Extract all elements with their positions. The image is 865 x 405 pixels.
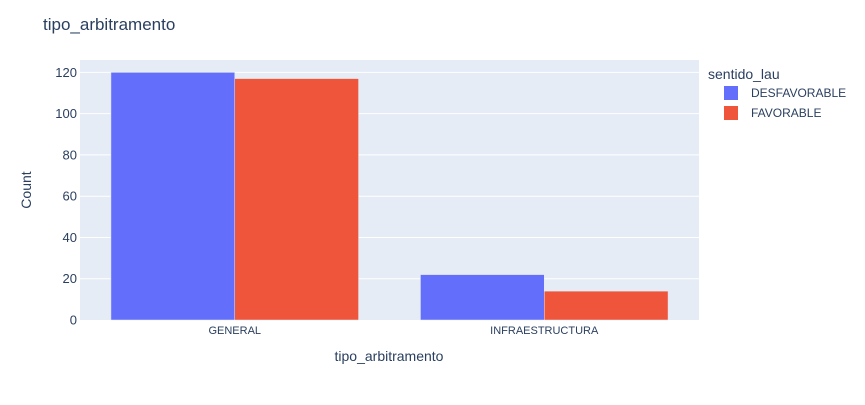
y-tick-label: 100	[55, 106, 77, 121]
x-tick-label: INFRAESTRUCTURA	[490, 325, 599, 337]
y-axis-title: Count	[18, 171, 34, 208]
y-tick-label: 40	[63, 230, 77, 245]
y-tick-label: 120	[55, 65, 77, 80]
y-tick-labels: 0 20 40 60 80 100 120	[55, 65, 77, 328]
x-axis-title: tipo_arbitramento	[335, 348, 444, 364]
legend-label: FAVORABLE	[751, 106, 821, 120]
y-tick-label: 20	[63, 271, 77, 286]
y-tick-label: 0	[70, 313, 77, 328]
x-tick-labels: GENERAL INFRAESTRUCTURA	[208, 325, 599, 337]
legend-title: sentido_lau	[708, 66, 780, 82]
legend-item[interactable]: DESFAVORABLE	[724, 86, 846, 100]
x-tick-label: GENERAL	[208, 325, 261, 337]
legend[interactable]: sentido_lau DESFAVORABLE FAVORABLE	[708, 66, 846, 120]
legend-swatch	[724, 106, 738, 120]
bar-favorable-infraestructura[interactable]	[544, 290, 669, 321]
y-tick-label: 60	[63, 189, 77, 204]
y-tick-label: 80	[63, 147, 77, 162]
legend-item[interactable]: FAVORABLE	[724, 106, 821, 120]
chart-title: tipo_arbitramento	[43, 15, 175, 34]
legend-label: DESFAVORABLE	[751, 86, 846, 100]
bar-desfavorable-general[interactable]	[110, 72, 235, 321]
bar-favorable-general[interactable]	[234, 78, 359, 321]
legend-swatch	[724, 86, 738, 100]
bar-desfavorable-infraestructura[interactable]	[420, 274, 545, 321]
bars	[110, 72, 669, 321]
